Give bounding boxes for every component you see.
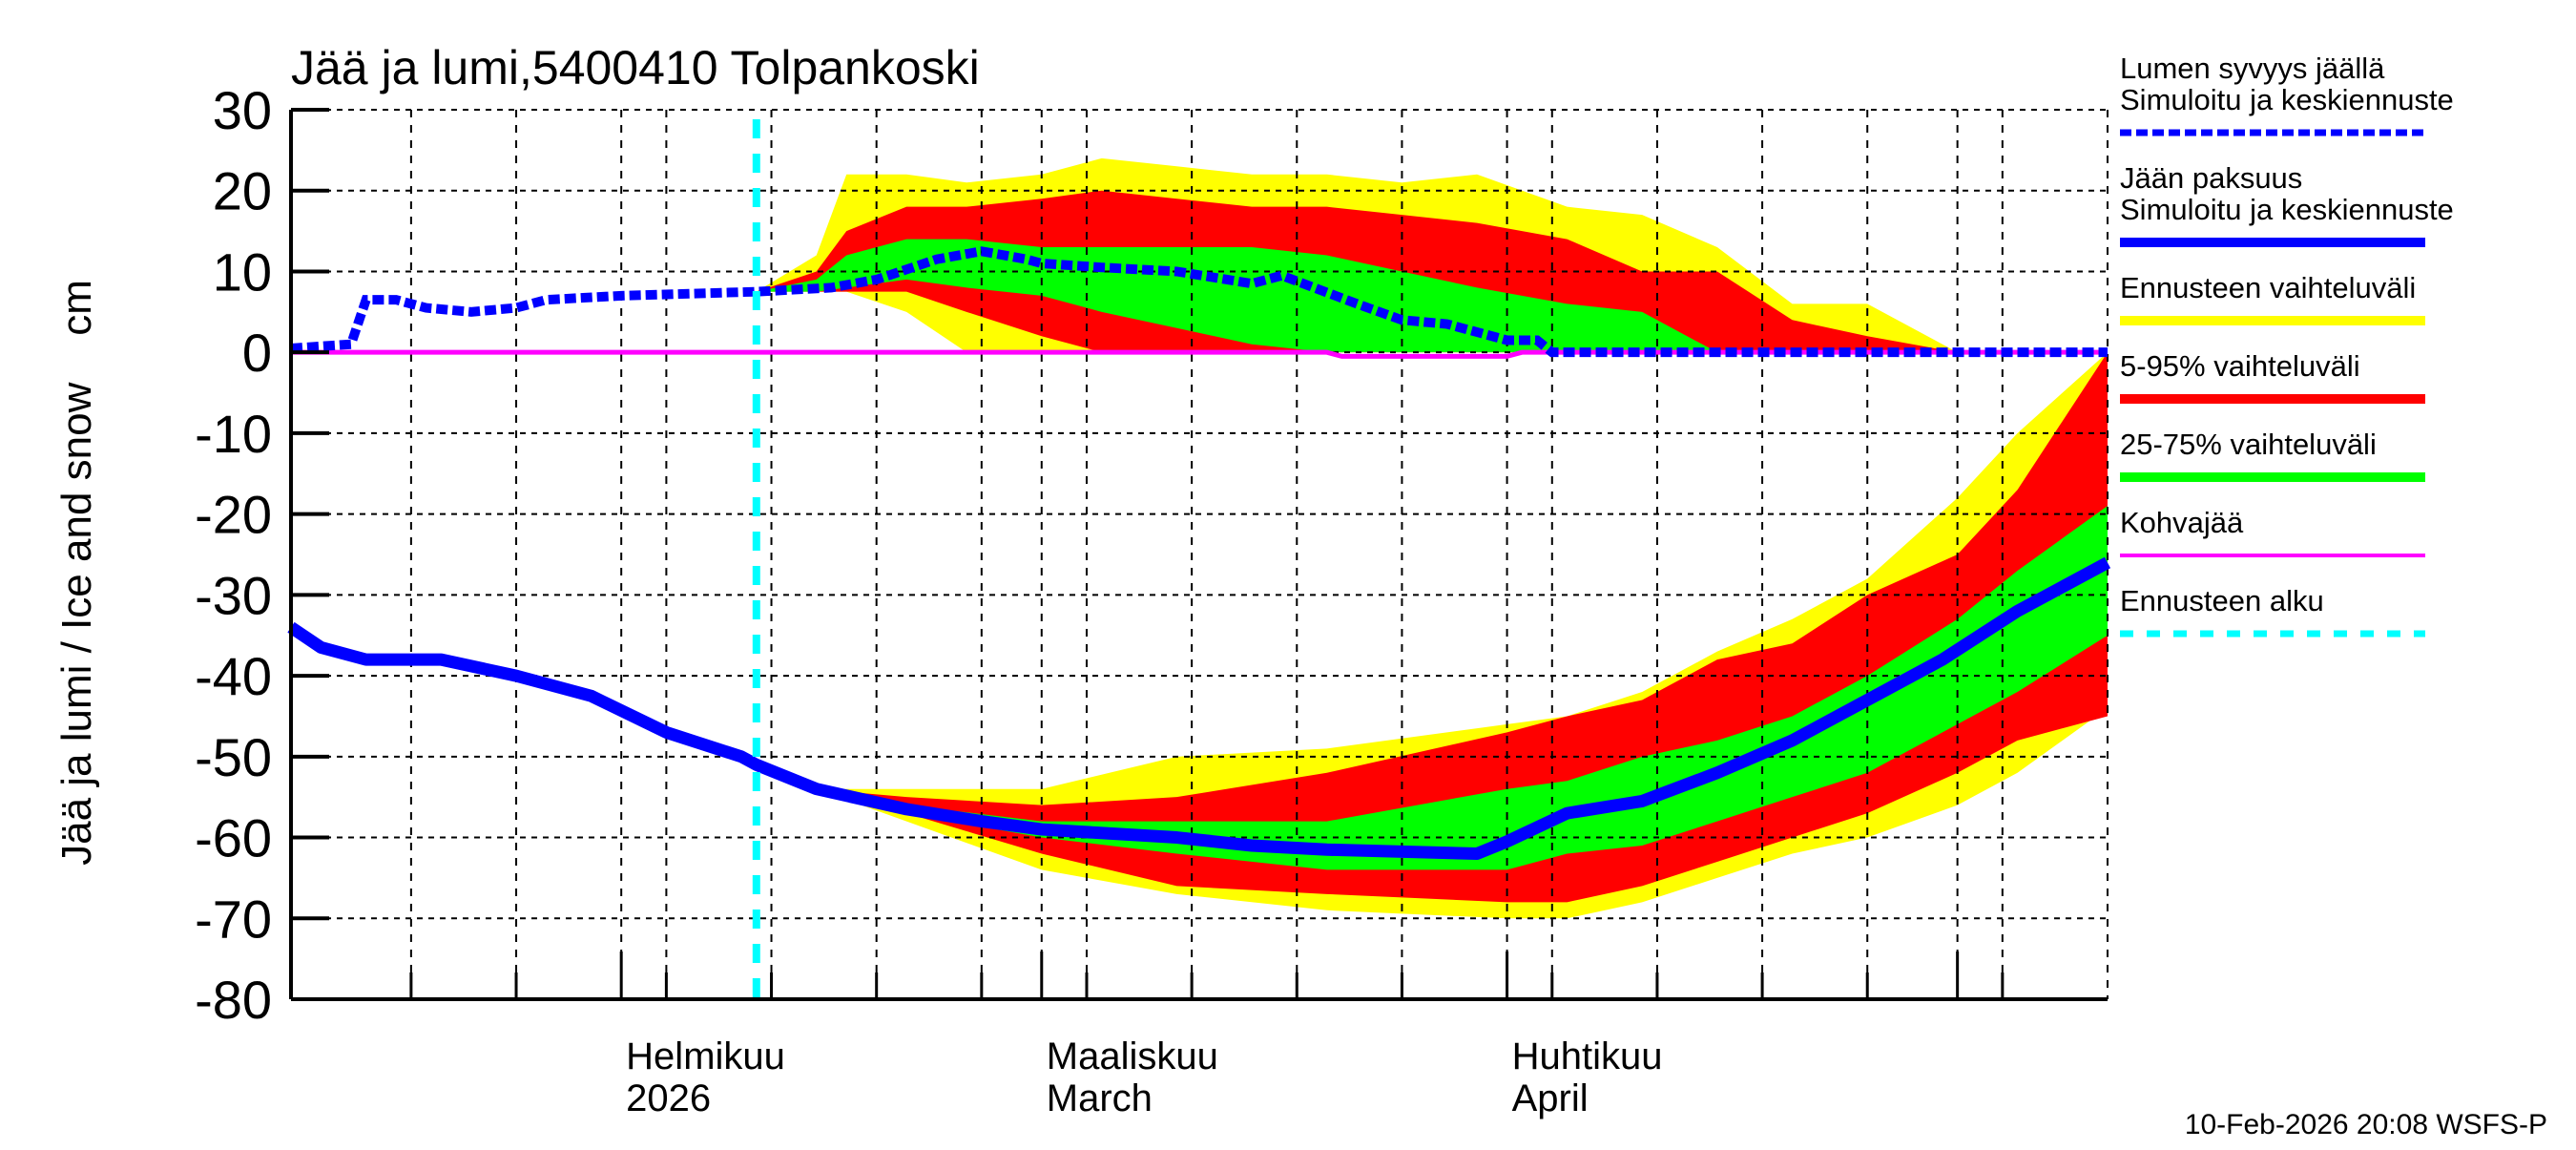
- y-axis-label: Jää ja lumi / Ice and snow cm: [53, 280, 100, 866]
- snow-depth-line: [290, 246, 2108, 358]
- slush-ice-line: [291, 349, 2108, 359]
- x-tick-label: Huhtikuu: [1512, 1035, 1663, 1077]
- y-tick-label: -80: [195, 970, 272, 1030]
- chart-title: Jää ja lumi,5400410 Tolpankoski: [291, 41, 980, 94]
- y-tick-label: -40: [195, 646, 272, 706]
- x-tick-label: Helmikuu: [626, 1035, 785, 1077]
- ice-25-75-band: [756, 506, 2108, 870]
- x-tick-sublabel: April: [1512, 1077, 1589, 1119]
- legend-label: 5-95% vaihteluväli: [2120, 349, 2360, 383]
- y-tick-label: 10: [213, 241, 272, 302]
- axes-layer: 30 20 10 0 -10 -20 -30 -40 -50 -60 -70 -80 Helmikuu2…: [195, 80, 2108, 1119]
- legend-label: Kohvajää: [2120, 506, 2244, 539]
- lines-layer: [287, 119, 2111, 999]
- y-tick-label: 30: [213, 80, 272, 140]
- legend-label: Jään paksuus: [2120, 161, 2302, 195]
- legend-label: Lumen syvyys jäällä: [2120, 52, 2385, 85]
- y-tick-label: -60: [195, 808, 272, 868]
- x-tick-sublabel: 2026: [626, 1077, 711, 1119]
- legend-sublabel: Simuloitu ja keskiennuste: [2120, 83, 2454, 116]
- x-tick-sublabel: March: [1047, 1077, 1153, 1119]
- legend-label: Ennusteen alku: [2120, 584, 2324, 617]
- legend-sublabel: Simuloitu ja keskiennuste: [2120, 193, 2454, 226]
- footer-timestamp: 10-Feb-2026 20:08 WSFS-P: [2185, 1109, 2547, 1140]
- y-tick-label: -30: [195, 565, 272, 625]
- y-tick-label: 20: [213, 161, 272, 221]
- y-tick-label: -20: [195, 485, 272, 545]
- x-tick-label: Maaliskuu: [1047, 1035, 1218, 1077]
- y-tick-label: -70: [195, 889, 272, 949]
- legend-label: Ennusteen vaihteluväli: [2120, 271, 2416, 304]
- y-tick-label: -50: [195, 727, 272, 787]
- y-tick-label: -10: [195, 404, 272, 464]
- legend-label: 25-75% vaihteluväli: [2120, 428, 2377, 461]
- y-tick-label: 0: [242, 323, 272, 383]
- snow-5-95-band: [756, 190, 2108, 353]
- ice-thickness-line: [287, 556, 2111, 860]
